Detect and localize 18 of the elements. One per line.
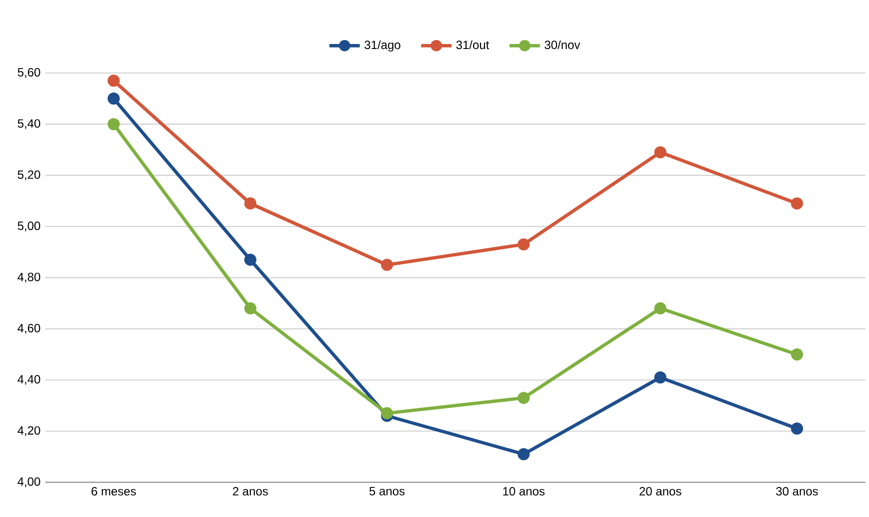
- legend-label: 31/out: [456, 40, 490, 50]
- y-tick-label: 4,00: [18, 477, 40, 488]
- legend-label: 31/ago: [364, 40, 400, 52]
- y-tick-label: 5,20: [18, 170, 40, 180]
- x-tick-label: 10 anos: [503, 487, 545, 496]
- x-tick-label: 30 anos: [776, 487, 818, 496]
- y-tick-label: 4,80: [18, 272, 40, 283]
- y-tick-label: 5,60: [18, 68, 40, 78]
- x-tick-label: 6 meses: [92, 487, 136, 496]
- x-tick-label: 5 anos: [369, 487, 405, 496]
- y-tick-label: 5,40: [18, 119, 40, 130]
- y-tick-label: 4,60: [18, 324, 40, 334]
- x-tick-label: 20 anos: [640, 487, 682, 496]
- legend-label: 30/nov: [544, 40, 580, 50]
- x-tick-label: 2 anos: [232, 487, 268, 496]
- y-tick-label: 4,20: [18, 426, 40, 436]
- y-tick-label: 4,40: [18, 375, 40, 385]
- y-tick-label: 5,00: [18, 222, 40, 232]
